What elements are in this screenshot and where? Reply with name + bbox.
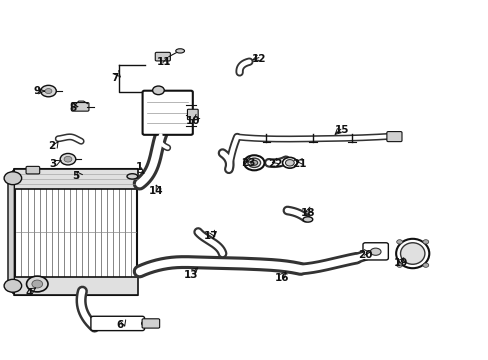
Circle shape (422, 263, 428, 267)
Ellipse shape (244, 155, 264, 170)
Text: 12: 12 (251, 54, 266, 64)
Ellipse shape (127, 174, 138, 179)
Text: 2: 2 (48, 141, 56, 151)
Text: 3: 3 (50, 159, 57, 169)
Circle shape (41, 85, 56, 97)
Text: 23: 23 (241, 158, 255, 168)
Ellipse shape (250, 160, 257, 165)
Text: 10: 10 (185, 116, 200, 126)
Text: 4: 4 (25, 288, 33, 298)
Ellipse shape (175, 49, 184, 53)
FancyBboxPatch shape (142, 319, 159, 328)
Text: 20: 20 (357, 249, 372, 260)
Text: 13: 13 (183, 270, 198, 280)
FancyBboxPatch shape (187, 109, 198, 120)
Text: 21: 21 (292, 159, 306, 169)
FancyBboxPatch shape (142, 91, 192, 135)
Text: 9: 9 (34, 86, 41, 96)
Text: 15: 15 (334, 125, 348, 135)
Text: 8: 8 (69, 103, 76, 113)
Ellipse shape (400, 243, 424, 264)
FancyBboxPatch shape (386, 132, 401, 141)
Circle shape (4, 172, 21, 185)
FancyBboxPatch shape (362, 243, 387, 260)
FancyBboxPatch shape (155, 52, 170, 61)
Circle shape (152, 86, 164, 95)
Text: 11: 11 (157, 57, 171, 67)
Circle shape (26, 276, 48, 292)
Circle shape (4, 279, 21, 292)
Circle shape (396, 263, 402, 267)
Polygon shape (8, 169, 14, 295)
Ellipse shape (303, 217, 312, 222)
Circle shape (64, 156, 72, 162)
Circle shape (45, 89, 52, 94)
FancyBboxPatch shape (71, 103, 89, 111)
Text: 1: 1 (136, 162, 143, 172)
Circle shape (32, 280, 42, 288)
Ellipse shape (369, 248, 380, 255)
Circle shape (396, 240, 402, 244)
Text: 5: 5 (73, 171, 80, 181)
Ellipse shape (395, 239, 428, 268)
Text: 14: 14 (148, 186, 163, 196)
FancyBboxPatch shape (91, 316, 144, 330)
Bar (14, 169, 138, 189)
Text: 16: 16 (275, 273, 289, 283)
Ellipse shape (247, 158, 260, 167)
Circle shape (60, 153, 76, 165)
Circle shape (422, 240, 428, 244)
Ellipse shape (285, 159, 294, 166)
Text: 7: 7 (111, 73, 119, 83)
Ellipse shape (282, 157, 297, 168)
Bar (14, 277, 138, 295)
Text: 22: 22 (267, 159, 282, 169)
Text: 17: 17 (203, 231, 218, 240)
Ellipse shape (142, 320, 152, 327)
Text: 6: 6 (116, 320, 123, 330)
Text: 19: 19 (392, 258, 407, 268)
FancyBboxPatch shape (26, 166, 40, 174)
Bar (15, 169, 137, 295)
Text: 18: 18 (300, 208, 314, 218)
